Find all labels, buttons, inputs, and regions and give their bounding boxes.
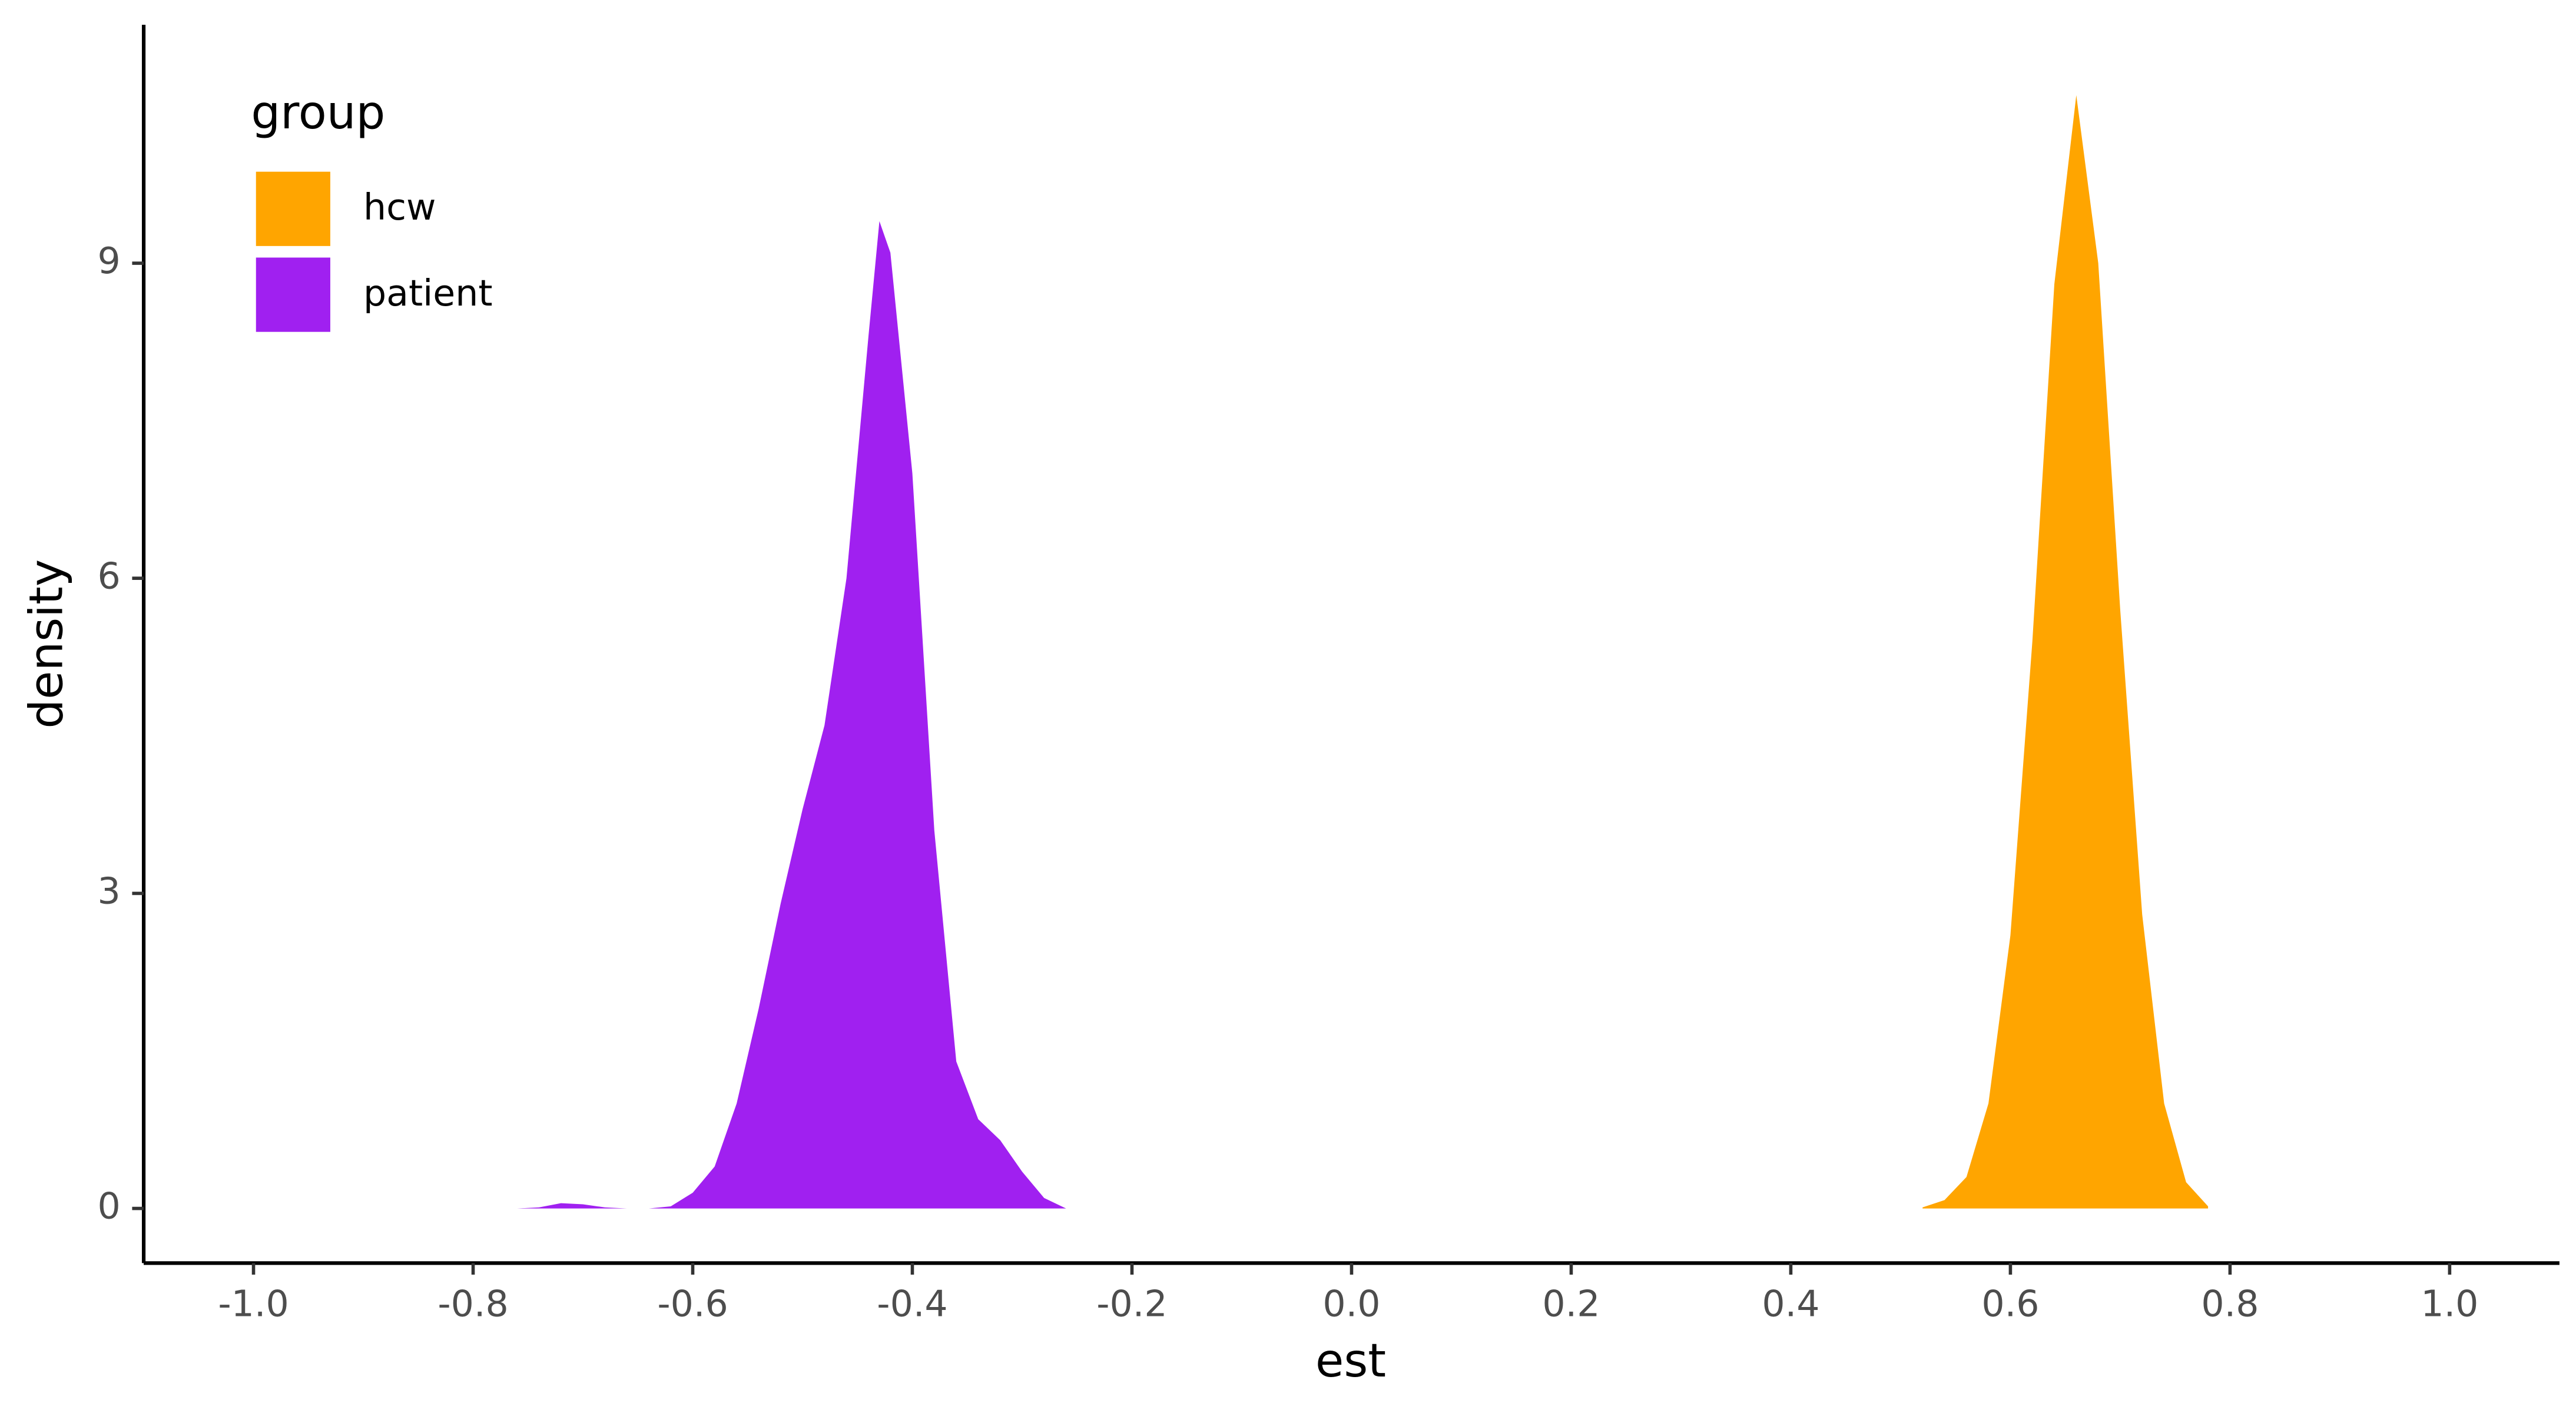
x-tick-label: 0.6 — [1981, 1282, 2039, 1325]
legend-swatch — [256, 257, 330, 332]
y-tick-label: 0 — [98, 1185, 121, 1228]
y-tick-label: 3 — [98, 870, 121, 912]
x-tick-label: 1.0 — [2421, 1282, 2478, 1325]
density-area — [1922, 95, 2209, 1209]
x-tick-label: 0.0 — [1322, 1282, 1380, 1325]
x-tick-label: -0.4 — [877, 1282, 947, 1325]
y-tick-label: 9 — [98, 240, 121, 282]
x-axis-title: est — [1315, 1334, 1386, 1388]
x-tick-label: -1.0 — [218, 1282, 289, 1325]
x-tick-label: 0.8 — [2201, 1282, 2259, 1325]
legend-swatch — [256, 171, 330, 246]
y-tick-label: 6 — [98, 555, 121, 597]
x-tick-label: -0.8 — [437, 1282, 508, 1325]
legend-title: group — [251, 85, 385, 140]
x-tick-label: -0.2 — [1096, 1282, 1167, 1325]
x-tick-label: 0.4 — [1762, 1282, 1819, 1325]
density-area — [517, 221, 1066, 1209]
x-tick-label: 0.2 — [1542, 1282, 1600, 1325]
legend-label: patient — [363, 272, 493, 314]
legend-label: hcw — [363, 186, 436, 228]
x-tick-label: -0.6 — [657, 1282, 728, 1325]
y-axis-title: density — [19, 559, 74, 729]
